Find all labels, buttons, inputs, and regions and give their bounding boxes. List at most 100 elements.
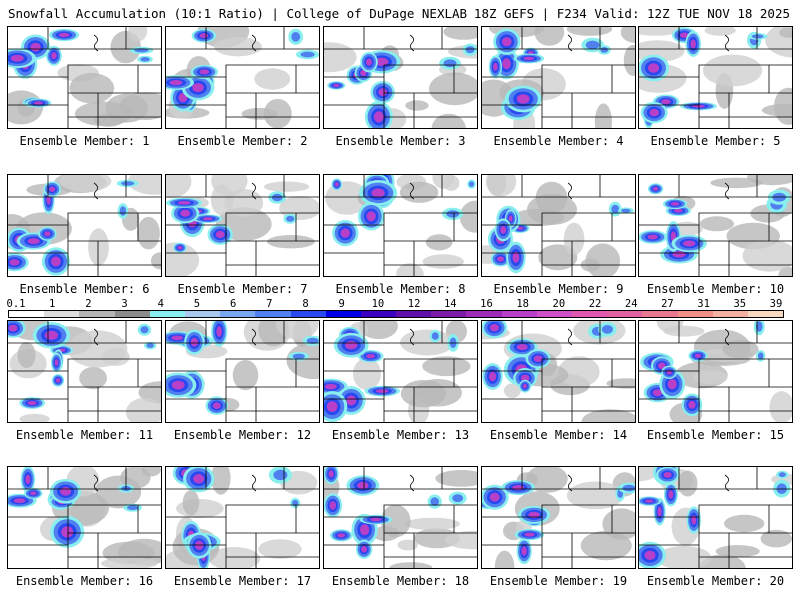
- scale-tick-label: 27: [661, 298, 674, 310]
- snowfall-map: [639, 467, 792, 568]
- member-label: Ensemble Member: 9: [493, 282, 624, 296]
- scale-color-swatch: [44, 311, 80, 317]
- member-label: Ensemble Member: 8: [335, 282, 466, 296]
- scale-tick-label: 14: [443, 298, 457, 310]
- snowfall-map: [639, 27, 792, 128]
- member-map-panel: [638, 320, 793, 423]
- scale-tick-label: 7: [266, 298, 273, 310]
- snowfall-map: [482, 467, 635, 568]
- member-map-panel: [7, 466, 162, 569]
- state-boundaries: [482, 467, 635, 568]
- scale-color-swatch: [501, 311, 537, 317]
- member-map-panel: [323, 174, 478, 277]
- scale-tick-label: 16: [480, 298, 493, 310]
- scale-color-swatch: [396, 311, 432, 317]
- member-map-panel: [7, 26, 162, 129]
- member-label: Ensemble Member: 5: [650, 134, 781, 148]
- river-line: [567, 34, 573, 52]
- scale-color-swatch: [360, 311, 397, 317]
- snowfall-map: [166, 321, 319, 422]
- member-map-panel: [638, 26, 793, 129]
- member-label: Ensemble Member: 19: [489, 574, 628, 588]
- scale-tick-label: 9: [338, 298, 345, 310]
- member-label: Ensemble Member: 14: [489, 428, 628, 442]
- member-map-panel: [638, 466, 793, 569]
- member-map-panel: [165, 174, 320, 277]
- member-map-panel: [323, 466, 478, 569]
- scale-tick-label: 8: [302, 298, 309, 310]
- state-boundaries: [324, 175, 477, 276]
- scale-color-swatch: [747, 311, 784, 317]
- snowfall-map: [324, 27, 477, 128]
- snowfall-map: [166, 175, 319, 276]
- scale-color-swatch: [325, 311, 361, 317]
- scale-tick-label: 10: [371, 298, 385, 310]
- river-line: [93, 328, 99, 346]
- color-scale-labels: 0.1 1 2 3 4 5 6 7 8 9 10 12 14 16 18 20 22 24 27 31 35 39: [6, 298, 786, 322]
- river-line: [251, 182, 257, 200]
- snowfall-map: [639, 321, 792, 422]
- scale-color-swatch: [184, 311, 221, 317]
- state-boundaries: [166, 175, 319, 276]
- scale-tick-label: 20: [552, 298, 566, 310]
- state-boundaries: [324, 467, 477, 568]
- snowfall-map: [639, 175, 792, 276]
- river-line: [567, 182, 573, 200]
- member-map-panel: [165, 320, 320, 423]
- scale-color-swatch: [677, 311, 713, 317]
- member-label: Ensemble Member: 7: [177, 282, 308, 296]
- member-label: Ensemble Member: 15: [646, 428, 785, 442]
- member-map-panel: [481, 466, 636, 569]
- river-line: [93, 182, 99, 200]
- scale-tick-label: 6: [229, 298, 237, 310]
- state-boundaries: [166, 27, 319, 128]
- member-map-panel: [7, 174, 162, 277]
- state-boundaries: [8, 321, 161, 422]
- river-line: [409, 474, 415, 492]
- scale-tick-label: 35: [733, 298, 747, 310]
- member-map-panel: [7, 320, 162, 423]
- member-map-panel: [481, 174, 636, 277]
- scale-color-swatch: [9, 311, 45, 317]
- scale-color-swatch: [290, 311, 326, 317]
- member-map-panel: [323, 320, 478, 423]
- scale-tick-label: 31: [697, 298, 710, 310]
- snowfall-map: [166, 27, 319, 128]
- river-line: [409, 34, 415, 52]
- river-line: [567, 328, 573, 346]
- river-line: [93, 474, 99, 492]
- scale-tick-label: 18: [516, 298, 529, 310]
- scale-color-swatch: [114, 311, 150, 317]
- snowfall-map: [8, 175, 161, 276]
- scale-tick-label: 0.1: [6, 298, 26, 310]
- scale-color-swatch: [149, 311, 185, 317]
- state-boundaries: [8, 175, 161, 276]
- river-line: [724, 182, 730, 200]
- member-label: Ensemble Member: 1: [19, 134, 150, 148]
- snowfall-map: [324, 467, 477, 568]
- river-line: [724, 328, 730, 346]
- member-map-panel: [323, 26, 478, 129]
- member-map-panel: [481, 320, 636, 423]
- member-label: Ensemble Member: 13: [331, 428, 470, 442]
- chart-title: Snowfall Accumulation (10:1 Ratio) | Col…: [8, 6, 468, 21]
- color-scale-bar: [8, 310, 784, 318]
- state-boundaries: [8, 467, 161, 568]
- snowfall-map: [324, 175, 477, 276]
- snowfall-map: [8, 321, 161, 422]
- state-boundaries: [324, 27, 477, 128]
- scale-color-swatch: [607, 311, 643, 317]
- scale-tick-label: 22: [588, 298, 602, 310]
- member-label: Ensemble Member: 2: [177, 134, 308, 148]
- river-line: [409, 182, 415, 200]
- scale-tick-label: 3: [121, 298, 128, 310]
- state-boundaries: [639, 467, 792, 568]
- state-boundaries: [8, 27, 161, 128]
- scale-color-swatch: [220, 311, 256, 317]
- river-line: [251, 34, 257, 52]
- snowfall-map: [482, 175, 635, 276]
- state-boundaries: [482, 27, 635, 128]
- member-label: Ensemble Member: 3: [335, 134, 466, 148]
- member-map-panel: [165, 26, 320, 129]
